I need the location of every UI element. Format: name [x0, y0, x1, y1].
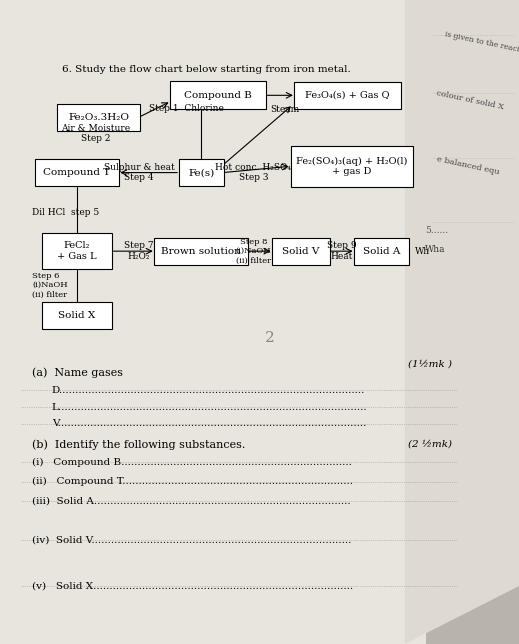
Text: FeCl₂
+ Gas L: FeCl₂ + Gas L	[57, 242, 97, 261]
Text: (a)  Name gases: (a) Name gases	[32, 367, 123, 377]
Text: Wh: Wh	[415, 247, 430, 256]
Text: Dil HCl  step 5: Dil HCl step 5	[32, 208, 100, 217]
Text: 6. Study the flow chart below starting from iron metal.: 6. Study the flow chart below starting f…	[62, 65, 351, 74]
FancyBboxPatch shape	[170, 81, 266, 109]
Text: Steam: Steam	[270, 105, 299, 114]
Text: is given to the reaction a: is given to the reaction a	[444, 30, 519, 57]
Text: (b)  Identify the following substances.: (b) Identify the following substances.	[32, 439, 245, 450]
FancyBboxPatch shape	[354, 238, 409, 265]
Text: Compound T: Compound T	[43, 168, 111, 177]
Text: Step 9
Heat: Step 9 Heat	[326, 242, 357, 261]
Text: Step 6
(i)NaOH
(ii) filter: Step 6 (i)NaOH (ii) filter	[32, 272, 68, 298]
Text: Solid A: Solid A	[363, 247, 400, 256]
FancyBboxPatch shape	[291, 146, 413, 187]
Text: Solid X: Solid X	[58, 311, 95, 320]
FancyBboxPatch shape	[155, 238, 248, 265]
Text: Fe₂(SO₄)₃(aq) + H₂O(l)
+ gas D: Fe₂(SO₄)₃(aq) + H₂O(l) + gas D	[296, 156, 407, 176]
Text: (iii)  Solid A..................................................................: (iii) Solid A...........................…	[32, 497, 351, 506]
Text: (v)   Solid X...................................................................: (v) Solid X.............................…	[32, 582, 353, 591]
Text: Compound B: Compound B	[184, 91, 252, 100]
Text: Solid V: Solid V	[282, 247, 320, 256]
FancyBboxPatch shape	[272, 238, 330, 265]
Text: V...............................................................................: V.......................................…	[52, 419, 366, 428]
Text: 5......: 5......	[426, 226, 449, 235]
Text: Air & Moisture
Step 2: Air & Moisture Step 2	[61, 124, 131, 143]
FancyBboxPatch shape	[0, 0, 426, 644]
Text: Step 7
H₂O₂: Step 7 H₂O₂	[124, 242, 154, 261]
FancyBboxPatch shape	[42, 302, 112, 329]
Text: (1½mk ): (1½mk )	[407, 359, 452, 368]
FancyBboxPatch shape	[42, 233, 112, 269]
Text: Sulphur & heat
Step 4: Sulphur & heat Step 4	[104, 163, 174, 182]
Text: 2: 2	[265, 331, 275, 345]
FancyBboxPatch shape	[35, 159, 118, 186]
Polygon shape	[405, 0, 519, 644]
Text: Fe₃O₄(s) + Gas Q: Fe₃O₄(s) + Gas Q	[306, 91, 390, 100]
Text: Wha: Wha	[425, 245, 445, 254]
Text: (2 ½mk): (2 ½mk)	[407, 440, 452, 449]
FancyBboxPatch shape	[294, 82, 401, 109]
Text: e balanced equ: e balanced equ	[436, 156, 500, 176]
Text: L...............................................................................: L.......................................…	[52, 402, 367, 412]
FancyBboxPatch shape	[57, 104, 140, 131]
Text: Brown solution: Brown solution	[161, 247, 241, 256]
Text: Hot conc. H₂SO₄
Step 3: Hot conc. H₂SO₄ Step 3	[215, 163, 291, 182]
Text: Fe(s): Fe(s)	[188, 168, 214, 177]
Text: Step 1  Chlorine: Step 1 Chlorine	[149, 104, 224, 113]
Text: Step 8
(i)NaOH
(ii) filter: Step 8 (i)NaOH (ii) filter	[236, 238, 271, 264]
Text: (ii)   Compound T...............................................................: (ii) Compound T.........................…	[32, 477, 353, 486]
Text: (iv)  Solid V...................................................................: (iv) Solid V............................…	[32, 535, 351, 544]
Text: (i)   Compound B................................................................: (i) Compound B..........................…	[32, 458, 352, 467]
Text: colour of solid X: colour of solid X	[436, 89, 505, 111]
Text: Fe₂O₃.3H₂O: Fe₂O₃.3H₂O	[68, 113, 129, 122]
FancyBboxPatch shape	[179, 159, 224, 186]
Text: D...............................................................................: D.......................................…	[52, 386, 365, 395]
